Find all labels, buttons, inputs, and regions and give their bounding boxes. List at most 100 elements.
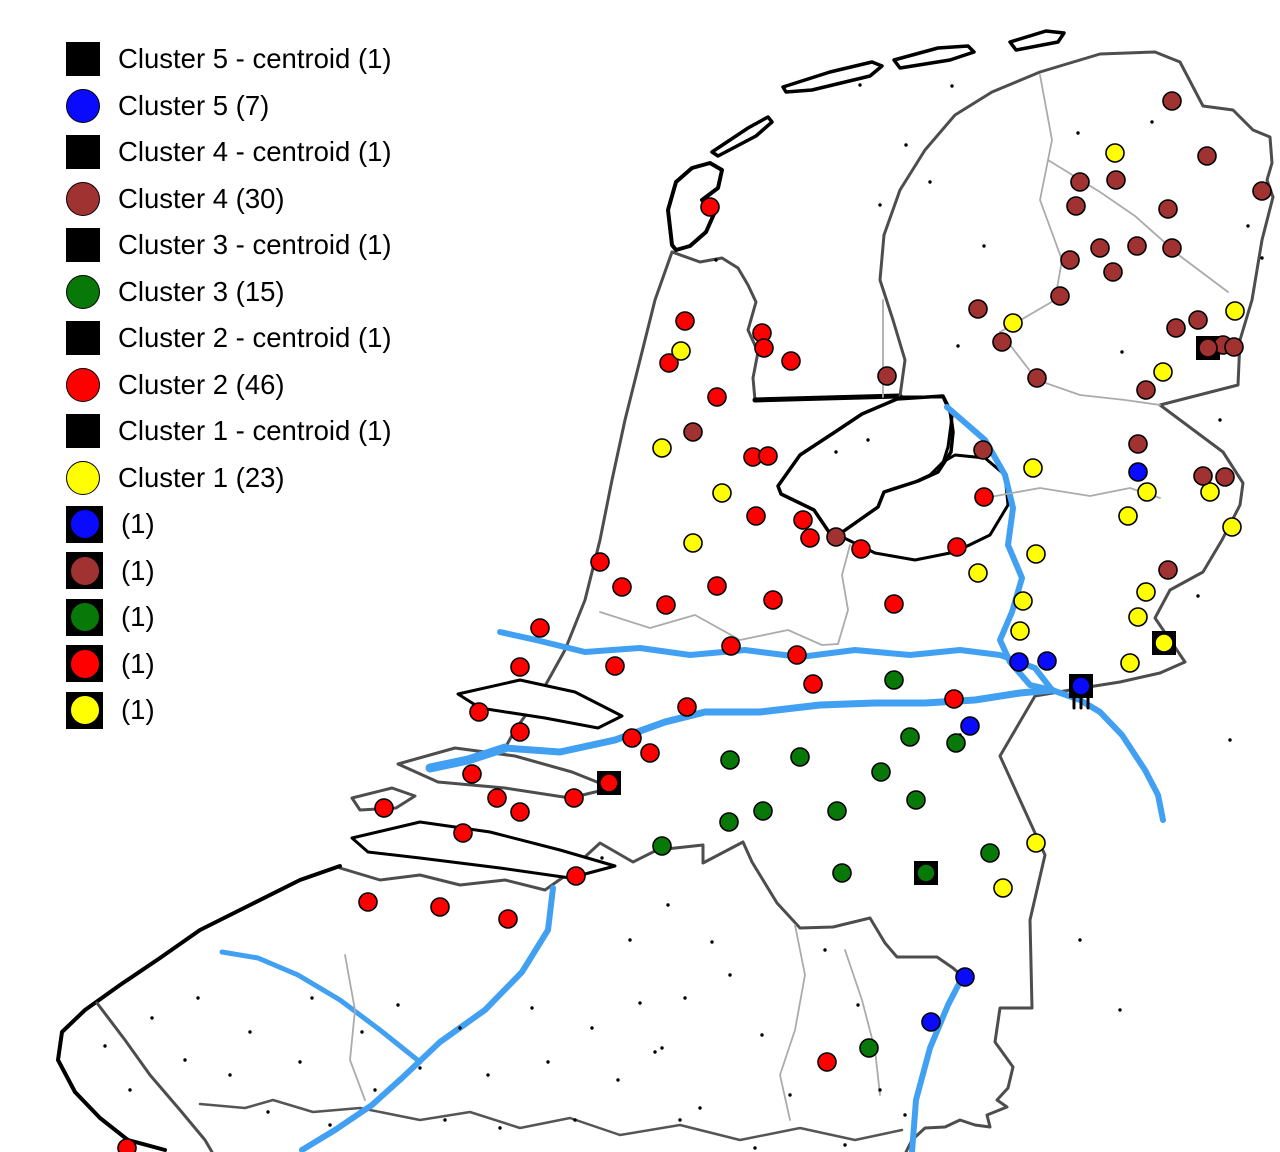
minor-town-dot — [498, 1126, 502, 1130]
point-cluster4 — [1060, 250, 1080, 270]
island-vlieland — [710, 115, 774, 158]
point-cluster2 — [763, 590, 783, 610]
minor-town-dot — [1218, 418, 1222, 422]
point-cluster5 — [921, 1012, 941, 1032]
minor-town-dot — [310, 996, 314, 1000]
point-cluster2 — [564, 788, 584, 808]
minor-town-dots — [103, 83, 1264, 1150]
point-cluster4 — [1162, 238, 1182, 258]
point-cluster4 — [1090, 238, 1110, 258]
point-cluster2 — [462, 764, 482, 784]
minor-town-dot — [1118, 1008, 1122, 1012]
point-cluster2 — [117, 1138, 137, 1152]
point-cluster4 — [1103, 262, 1123, 282]
legend-swatch-centroid-with-point — [66, 598, 103, 636]
point-cluster2 — [510, 802, 530, 822]
point-cluster4 — [826, 527, 846, 547]
minor-town-dot — [753, 1146, 757, 1150]
point-cluster1 — [652, 438, 672, 458]
point-cluster4 — [1106, 170, 1126, 190]
point-cluster4 — [1197, 146, 1217, 166]
point-cluster2 — [358, 892, 378, 912]
legend-swatch-centroid-with-point — [66, 505, 103, 543]
point-cluster4 — [1050, 286, 1070, 306]
minor-town-dot — [590, 1026, 594, 1030]
point-cluster1 — [1026, 544, 1046, 564]
legend-swatch-inner-circle — [69, 695, 100, 726]
province-border-holland-utrecht — [599, 611, 839, 646]
point-cluster2 — [721, 636, 741, 656]
centroid-point-cluster1 — [1154, 633, 1174, 653]
minor-town-dot — [710, 940, 714, 944]
point-cluster2 — [974, 487, 994, 507]
legend-item: Cluster 3 - centroid (1) — [66, 222, 392, 269]
minor-town-dot — [628, 938, 632, 942]
centroid-point-cluster4 — [1198, 338, 1218, 358]
legend-swatch-inner-circle — [69, 602, 100, 633]
point-cluster2 — [453, 823, 473, 843]
legend-item: Cluster 4 (30) — [66, 176, 392, 223]
point-cluster2 — [590, 552, 610, 572]
point-cluster2 — [851, 539, 871, 559]
legend-item-label: Cluster 5 (7) — [118, 89, 270, 121]
point-cluster1 — [1003, 313, 1023, 333]
point-cluster3 — [790, 747, 810, 767]
minor-town-dot — [858, 83, 862, 87]
island-walcheren-beveland — [350, 820, 617, 880]
minor-town-dot — [683, 996, 687, 1000]
point-cluster1 — [1200, 482, 1220, 502]
legend-swatch-inner-circle — [69, 555, 100, 586]
minor-town-dot — [458, 1026, 462, 1030]
border-belgium-south — [198, 1098, 904, 1142]
point-cluster4 — [1070, 172, 1090, 192]
minor-town-dot — [1150, 120, 1154, 124]
minor-town-dot — [328, 1123, 332, 1127]
minor-town-dot — [1196, 594, 1200, 598]
point-cluster4 — [1224, 337, 1244, 357]
minor-town-dot — [248, 1030, 252, 1034]
legend-swatch-cluster-circle — [66, 274, 100, 309]
centroid-dots — [599, 338, 1218, 883]
river-scheldt — [299, 885, 556, 1152]
minor-town-dot — [728, 973, 732, 977]
legend-swatch-centroid-square — [66, 42, 100, 77]
minor-town-dot — [486, 1073, 490, 1077]
legend-swatch-centroid-with-point — [66, 691, 103, 729]
minor-town-dot — [1076, 131, 1080, 135]
minor-town-dot — [843, 1143, 847, 1147]
point-cluster1 — [671, 341, 691, 361]
minor-town-dot — [666, 903, 670, 907]
legend-swatch-cluster-circle — [66, 181, 100, 216]
point-cluster3 — [900, 727, 920, 747]
minor-town-dot — [788, 1093, 792, 1097]
point-cluster4 — [1127, 236, 1147, 256]
legend-swatch-centroid-square — [66, 414, 100, 449]
province-border-brabant-limburg — [779, 924, 806, 1121]
point-cluster1 — [968, 563, 988, 583]
point-cluster2 — [793, 510, 813, 530]
point-cluster2 — [510, 657, 530, 677]
legend-swatch-cluster-circle — [66, 367, 100, 402]
centroid-point-cluster5 — [1071, 676, 1091, 696]
coastline-friesland-groningen — [878, 50, 1275, 398]
river-maas — [909, 975, 965, 1152]
legend-swatch-centroid-with-point — [66, 645, 103, 683]
minor-town-dot — [638, 1001, 642, 1005]
point-cluster3 — [719, 812, 739, 832]
point-cluster1 — [1120, 653, 1140, 673]
minor-town-dot — [823, 948, 827, 952]
point-cluster4 — [992, 332, 1012, 352]
point-cluster2 — [622, 728, 642, 748]
point-cluster2 — [612, 577, 632, 597]
river-waal — [501, 686, 1056, 756]
point-cluster2 — [803, 674, 823, 694]
minor-town-dot — [418, 1066, 422, 1070]
island-voorne-putten — [456, 678, 624, 730]
coastline-holland-west — [503, 250, 674, 750]
legend: Cluster 5 - centroid (1) Cluster 5 (7) Clu… — [66, 36, 392, 734]
legend-item-label: (1) — [121, 554, 155, 586]
minor-town-dot — [298, 1060, 302, 1064]
minor-town-dot — [373, 1088, 377, 1092]
point-cluster1 — [1225, 301, 1245, 321]
point-cluster4 — [968, 299, 988, 319]
